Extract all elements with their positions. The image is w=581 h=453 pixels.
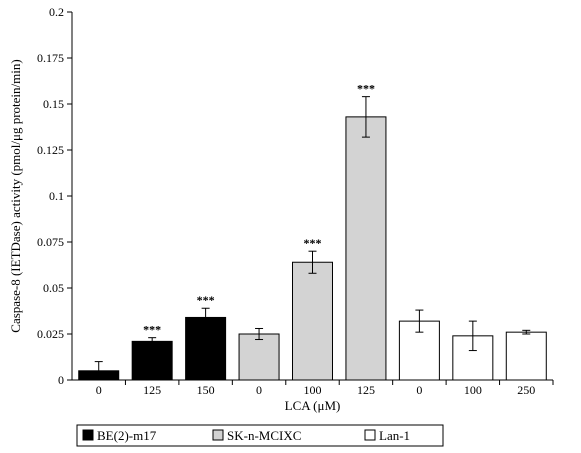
y-tick-label: 0.125 [37, 143, 64, 157]
y-tick-label: 0 [58, 373, 64, 387]
significance-label: *** [304, 236, 322, 250]
x-tick-label: 150 [197, 383, 215, 397]
legend-swatch [364, 429, 376, 441]
bar [345, 116, 387, 381]
x-tick-label: 125 [143, 383, 161, 397]
y-axis-title: Caspase-8 (IETDase) activity (pmol/μg pr… [8, 59, 23, 332]
bar [505, 331, 547, 381]
legend-swatch [82, 429, 94, 441]
x-tick-label: 0 [96, 383, 102, 397]
significance-label: *** [143, 323, 161, 337]
x-axis-title: LCA (μM) [285, 398, 341, 413]
bar [398, 320, 440, 381]
x-tick-label: 100 [464, 383, 482, 397]
y-tick-label: 0.15 [43, 97, 64, 111]
x-tick-label: 0 [416, 383, 422, 397]
bar [238, 333, 280, 381]
bar [185, 316, 227, 381]
y-tick-label: 0.075 [37, 235, 64, 249]
y-tick-label: 0.05 [43, 281, 64, 295]
y-tick-label: 0.1 [49, 189, 64, 203]
legend-label: SK-n-MCIXC [227, 428, 301, 443]
x-tick-label: 250 [517, 383, 535, 397]
y-tick-label: 0.175 [37, 51, 64, 65]
x-tick-label: 100 [304, 383, 322, 397]
x-tick-label: 125 [357, 383, 375, 397]
x-axis-ticks: 0 125 150 0 100 125 0 100 250 [96, 380, 554, 397]
bar [292, 261, 333, 381]
legend-swatch [212, 429, 224, 441]
legend-box [76, 424, 444, 447]
significance-label: *** [197, 293, 215, 307]
significance-label: *** [357, 82, 375, 96]
legend-label: Lan-1 [379, 428, 410, 443]
y-tick-label: 0.025 [37, 327, 64, 341]
legend-label: BE(2)-m17 [97, 428, 157, 443]
legend: BE(2)-m17 SK-n-MCIXC Lan-1 [76, 424, 444, 447]
bar [131, 340, 173, 381]
x-tick-label: 0 [256, 383, 262, 397]
y-axis-ticks: 0 0.025 0.05 0.075 0.1 0.125 0.15 0.175 0.2 [37, 5, 72, 387]
bars: *** *** *** *** [78, 82, 547, 381]
y-tick-label: 0.2 [49, 5, 64, 19]
